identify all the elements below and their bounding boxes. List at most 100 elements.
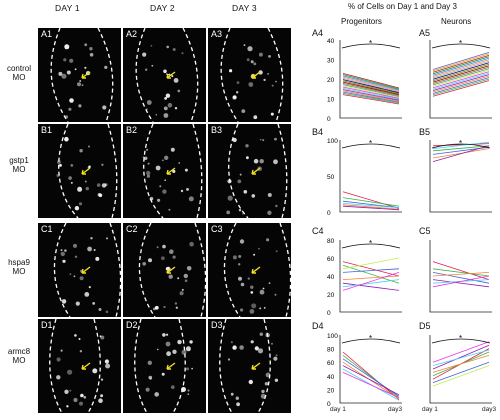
series-line <box>432 272 490 284</box>
cell-spot <box>66 70 71 75</box>
cell-spot <box>263 78 266 82</box>
micrograph-b3: B3 <box>208 124 291 218</box>
cell-spot <box>253 115 258 120</box>
arrow-icon <box>251 266 261 274</box>
col-title-day1: DAY 1 <box>55 3 80 13</box>
cell-spot <box>275 204 278 208</box>
cell-spot <box>172 48 176 51</box>
cell-spot <box>258 70 263 75</box>
graph-axis <box>339 335 402 404</box>
series-line <box>432 361 490 383</box>
cell-spot <box>145 68 148 71</box>
series-line <box>342 351 400 400</box>
cell-spot <box>79 350 83 353</box>
arrow-icon <box>251 71 261 79</box>
cell-spot <box>69 389 72 392</box>
cell-spot <box>154 305 159 310</box>
cell-spot <box>264 382 269 386</box>
series-line <box>432 62 490 80</box>
dashed-boundary <box>109 223 121 317</box>
series-line <box>342 275 400 280</box>
cell-spot <box>186 188 189 191</box>
cell-spot <box>157 348 159 351</box>
series-line <box>432 355 490 373</box>
cell-spot <box>147 360 152 365</box>
cell-spot <box>61 73 67 79</box>
cell-spot <box>184 168 188 172</box>
dashed-boundary <box>194 223 206 317</box>
cell-spot <box>251 303 257 309</box>
cell-spot <box>259 159 264 164</box>
cell-spot <box>79 401 83 406</box>
arrow-icon <box>251 362 261 370</box>
y-tick-label: 80 <box>327 238 335 245</box>
row-label-b: gstp1 MO <box>9 156 29 174</box>
cell-spot <box>64 44 70 50</box>
panel-label: B2 <box>126 125 138 135</box>
cell-spot <box>98 193 103 198</box>
cell-spot <box>259 138 262 141</box>
series-line <box>432 272 490 277</box>
cell-spot <box>145 387 150 392</box>
cell-spot <box>77 82 81 87</box>
cell-spot <box>249 309 255 314</box>
cell-spot <box>166 351 171 357</box>
cell-spot <box>273 159 278 165</box>
cell-spot <box>239 173 242 176</box>
cell-spot <box>70 181 73 184</box>
series-line <box>432 55 490 73</box>
significance-bracket <box>431 338 491 344</box>
cell-spot <box>232 95 237 100</box>
series-line <box>342 204 400 210</box>
dashed-boundary <box>228 124 249 218</box>
cell-spot <box>248 379 253 385</box>
cell-spot <box>62 259 66 263</box>
micrograph-a1: A1 <box>38 28 121 122</box>
cell-spot <box>96 183 101 187</box>
series-line <box>432 268 490 277</box>
cell-spot <box>66 405 69 408</box>
cell-spot <box>166 45 169 49</box>
micrograph-c2: C2 <box>123 223 206 317</box>
panel-label: D2 <box>126 320 138 330</box>
significance-star: * <box>459 334 462 343</box>
cell-spot <box>60 251 65 257</box>
series-line <box>432 279 490 288</box>
cell-spot <box>177 339 182 345</box>
series-line <box>432 53 490 72</box>
cell-spot <box>239 345 244 350</box>
cell-spot <box>167 103 173 108</box>
cell-spot <box>259 307 262 310</box>
cell-spot <box>230 392 234 396</box>
y-tick-label: 60 <box>327 256 335 263</box>
cell-spot <box>142 52 147 57</box>
cell-spot <box>164 155 169 160</box>
cell-spot <box>274 137 277 141</box>
cell-spot <box>273 356 278 361</box>
series-line <box>342 264 400 284</box>
cell-spot <box>74 206 80 211</box>
panel-label: B1 <box>41 125 53 135</box>
cell-spot <box>275 250 278 253</box>
cell-spot <box>149 377 152 380</box>
graph-label-d5: D5 <box>419 321 431 331</box>
cell-spot <box>188 196 194 202</box>
graph-axis <box>339 40 402 119</box>
cell-spot <box>61 299 67 304</box>
arrow-icon <box>81 362 91 370</box>
series-line <box>342 191 400 209</box>
series-line <box>432 141 490 149</box>
graph-label-d4: D4 <box>312 321 324 331</box>
cell-spot <box>189 340 193 344</box>
cell-spot <box>74 68 77 71</box>
cell-spot <box>181 52 184 55</box>
series-line <box>432 365 490 387</box>
cell-spot <box>163 69 167 74</box>
cell-spot <box>238 209 242 212</box>
cell-spot <box>186 266 192 271</box>
cell-spot <box>168 274 173 279</box>
cell-spot <box>85 186 89 191</box>
series-line <box>342 365 400 396</box>
graph-axis <box>429 140 492 213</box>
